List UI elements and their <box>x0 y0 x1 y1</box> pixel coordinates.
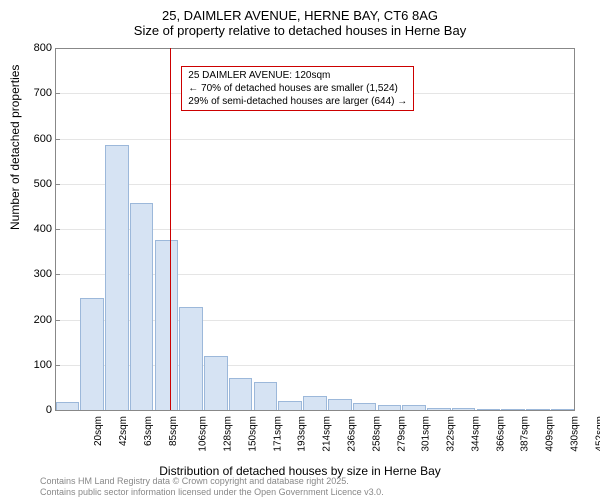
ytick-label: 700 <box>34 87 52 99</box>
xtick-label: 85sqm <box>168 416 179 446</box>
footer-attribution: Contains HM Land Registry data © Crown c… <box>40 476 384 498</box>
xtick-label: 409sqm <box>545 416 556 452</box>
footer-line1: Contains HM Land Registry data © Crown c… <box>40 476 384 487</box>
xtick-label: 214sqm <box>322 416 333 452</box>
annotation-line3: 29% of semi-detached houses are larger (… <box>188 95 407 108</box>
xtick-label: 452sqm <box>594 416 600 452</box>
annotation-line2: ← 70% of detached houses are smaller (1,… <box>188 82 407 95</box>
xtick-label: 42sqm <box>118 416 129 446</box>
xtick-label: 279sqm <box>396 416 407 452</box>
ytick-label: 200 <box>34 314 52 326</box>
ytick-label: 500 <box>34 178 52 190</box>
xtick-label: 344sqm <box>470 416 481 452</box>
xtick-label: 430sqm <box>569 416 580 452</box>
xtick-label: 106sqm <box>198 416 209 452</box>
ytick-label: 100 <box>34 359 52 371</box>
xtick-label: 150sqm <box>248 416 259 452</box>
xtick-label: 20sqm <box>93 416 104 446</box>
annotation-line1: 25 DAIMLER AVENUE: 120sqm <box>188 69 407 82</box>
y-axis-label: Number of detached properties <box>8 65 22 230</box>
ytick-label: 600 <box>34 133 52 145</box>
chart-container: 25, DAIMLER AVENUE, HERNE BAY, CT6 8AG S… <box>0 0 600 500</box>
ytick-label: 0 <box>46 404 52 416</box>
xtick-label: 193sqm <box>297 416 308 452</box>
x-axis-line <box>55 410 575 411</box>
xtick-label: 258sqm <box>371 416 382 452</box>
xtick-label: 366sqm <box>495 416 506 452</box>
chart-title-line2: Size of property relative to detached ho… <box>0 23 600 38</box>
xtick-label: 387sqm <box>520 416 531 452</box>
ytick-label: 800 <box>34 42 52 54</box>
xtick-label: 63sqm <box>143 416 154 446</box>
ytick-label: 400 <box>34 223 52 235</box>
xtick-label: 301sqm <box>421 416 432 452</box>
footer-line2: Contains public sector information licen… <box>40 487 384 498</box>
xtick-label: 171sqm <box>272 416 283 452</box>
xtick-label: 236sqm <box>347 416 358 452</box>
ytick-label: 300 <box>34 268 52 280</box>
annotation-box: 25 DAIMLER AVENUE: 120sqm ← 70% of detac… <box>181 66 414 111</box>
xtick-label: 128sqm <box>223 416 234 452</box>
chart-title-line1: 25, DAIMLER AVENUE, HERNE BAY, CT6 8AG <box>0 0 600 23</box>
xtick-label: 322sqm <box>446 416 457 452</box>
marker-line <box>170 48 171 410</box>
